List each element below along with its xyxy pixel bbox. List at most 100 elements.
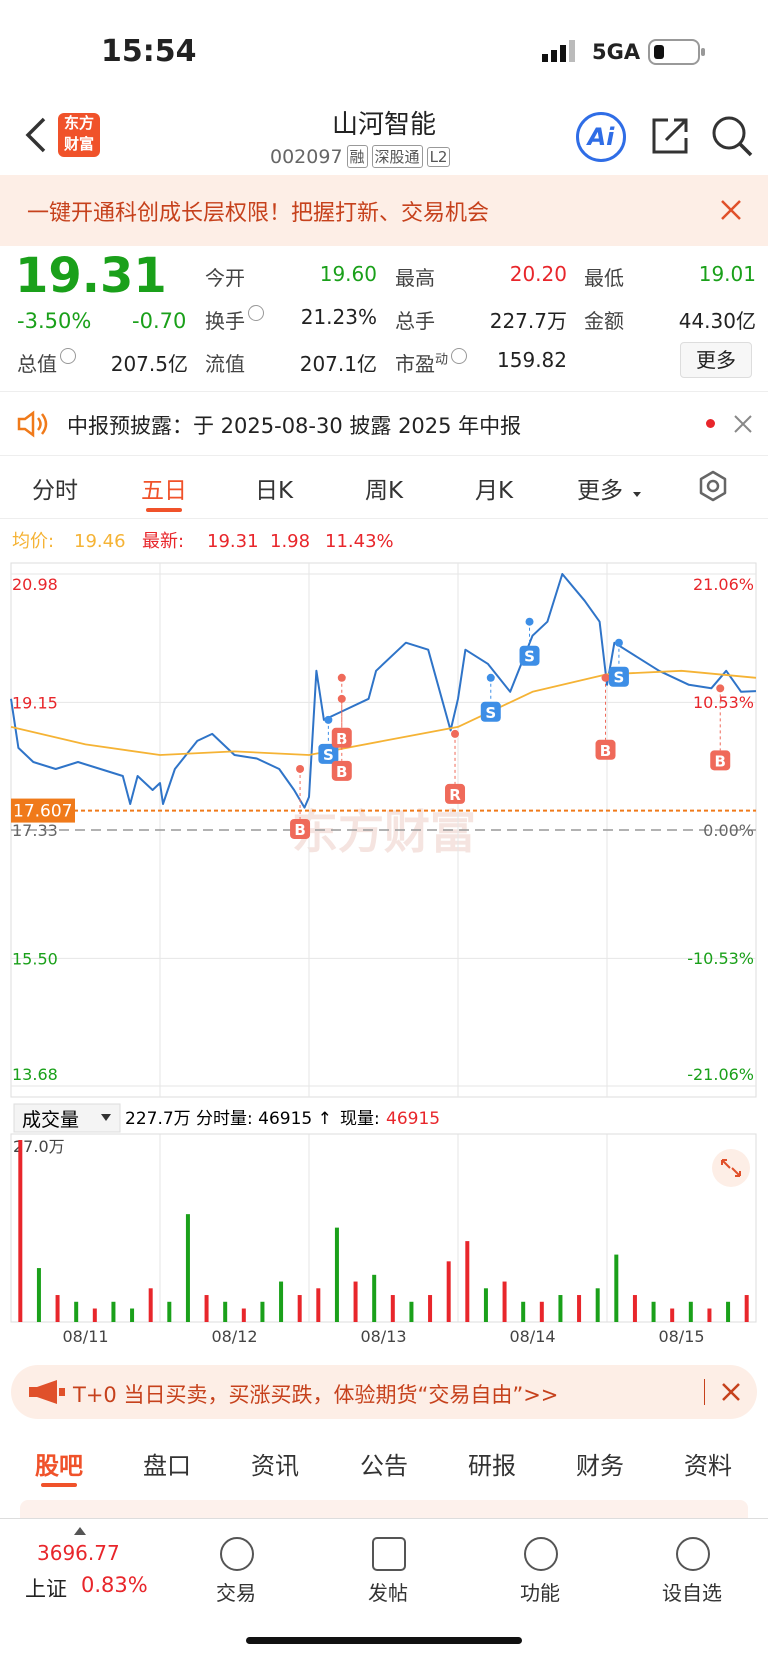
volume-selector[interactable] <box>13 1103 121 1133</box>
banner[interactable]: 一键开通科创成长层权限！把握打新、交易机会 <box>0 175 768 246</box>
expand-icon <box>721 1159 741 1177</box>
nav-label[interactable]: 发帖 <box>368 1581 408 1605</box>
field-label-text: 最高 <box>395 266 435 290</box>
change: -0.70 <box>132 309 187 333</box>
expand-button[interactable] <box>712 1149 750 1187</box>
nav-icon[interactable] <box>372 1537 406 1571</box>
ai-button[interactable]: Ai <box>576 112 626 162</box>
nav-icon[interactable] <box>524 1537 558 1571</box>
volume-bar <box>390 1295 395 1322</box>
nav-label[interactable]: 交易 <box>216 1581 256 1605</box>
volume-now-label: 现量: <box>340 1109 380 1129</box>
marker-badge <box>710 750 731 771</box>
marker-dot <box>324 715 333 724</box>
field-value: 159.82 <box>497 348 567 372</box>
search-button[interactable] <box>710 114 754 158</box>
volume-bar <box>688 1301 693 1322</box>
field-label: 今开 <box>205 262 245 291</box>
info-icon[interactable] <box>248 305 264 321</box>
info-icon[interactable] <box>60 348 76 364</box>
average-line <box>10 669 757 756</box>
nav-icon[interactable] <box>676 1537 710 1571</box>
megaphone-icon <box>29 1380 65 1404</box>
volume-selector-caret <box>101 1114 111 1121</box>
nav-icon[interactable] <box>220 1537 254 1571</box>
summary-change: 1.98 <box>270 531 310 552</box>
volume-bar <box>36 1268 41 1322</box>
field-label: 总手 <box>395 305 435 334</box>
marker-dot <box>337 673 346 682</box>
period-tab[interactable]: 五日 <box>141 478 187 504</box>
signal-icon <box>542 40 575 62</box>
notice-bar[interactable]: 中报预披露：于 2025-08-30 披露 2025 年中报 <box>0 392 768 455</box>
field-label-text: 今开 <box>205 266 245 290</box>
marker-badge <box>519 645 540 666</box>
field-label: 换手 <box>205 305 264 334</box>
more-button[interactable]: 更多 <box>680 342 752 378</box>
y-tick-label: 15.50 <box>12 949 58 968</box>
close-notice[interactable] <box>734 415 752 433</box>
speaker-icon <box>17 410 48 438</box>
stock-name: 山河智能 <box>331 110 436 140</box>
last-price: 19.31 <box>15 248 167 304</box>
period-tab[interactable]: 分时 <box>32 478 78 504</box>
quote-panel: 19.31 -3.50% -0.70 更多 今开 19.60 最高 20.20 最低 19… <box>0 246 768 391</box>
volume-tick-label: 27.0万 <box>13 1137 65 1156</box>
volume-now: 46915 <box>386 1109 440 1129</box>
volume-bar <box>670 1308 675 1322</box>
volume-bar <box>465 1241 470 1322</box>
volume-bar <box>651 1301 656 1322</box>
up-arrow <box>74 1527 86 1535</box>
content-tab[interactable]: 研报 <box>468 1452 516 1480</box>
period-tab[interactable]: 更多 <box>577 478 623 504</box>
content-tab[interactable]: 股吧 <box>35 1452 83 1480</box>
status-time: 15:54 <box>101 34 197 69</box>
volume-bar <box>55 1295 60 1322</box>
stock-code-row: 002097 融深股通 L2 <box>270 145 451 168</box>
marker-badge <box>318 743 339 764</box>
field-value: 21.23% <box>300 305 377 329</box>
period-tab[interactable]: 月K <box>474 478 514 504</box>
index-name: 上证 <box>25 1577 67 1601</box>
back-button[interactable] <box>22 115 52 155</box>
marker-badge <box>595 739 616 760</box>
share-button[interactable] <box>650 116 690 156</box>
marker-dot <box>614 638 623 647</box>
notice-text: 中报预披露：于 2025-08-30 披露 2025 年中报 <box>67 414 522 438</box>
field-label-text: 总手 <box>395 309 435 333</box>
close-banner[interactable] <box>720 199 742 221</box>
close-promo[interactable] <box>722 1383 740 1401</box>
summary-change-pct: 11.43% <box>325 531 394 552</box>
content-tab[interactable]: 资讯 <box>251 1452 299 1480</box>
marker-label: B <box>715 752 726 770</box>
promo-bar[interactable]: T+0 当日买卖，买涨买跌，体验期货“交易自由”>> <box>11 1365 757 1419</box>
period-tab[interactable]: 周K <box>364 478 404 504</box>
content-tab[interactable]: 盘口 <box>143 1452 191 1480</box>
stock-tag: 深股通 <box>371 145 423 168</box>
y-tick-label: 20.98 <box>12 575 58 594</box>
period-tab[interactable]: 日K <box>254 478 294 504</box>
marker-dot <box>716 684 725 693</box>
x-tick-label: 08/12 <box>211 1327 257 1346</box>
volume-bar <box>707 1308 712 1322</box>
y-tick-label: 19.15 <box>12 693 58 712</box>
volume-bar <box>223 1301 228 1322</box>
field-value: 44.30亿 <box>678 309 756 333</box>
app-logo[interactable]: 东方 财富 <box>58 113 100 157</box>
marker-badge <box>445 783 466 804</box>
content-tab[interactable]: 资料 <box>684 1452 732 1480</box>
volume-bar <box>614 1254 619 1322</box>
content-tab[interactable]: 公告 <box>360 1452 408 1480</box>
marker-label: S <box>524 648 535 666</box>
volume-bar <box>502 1281 507 1322</box>
settings-button[interactable] <box>697 470 729 502</box>
info-icon[interactable] <box>451 348 468 364</box>
volume-bar <box>595 1288 600 1322</box>
nav-label[interactable]: 设自选 <box>662 1581 722 1605</box>
volume-bar <box>167 1301 172 1322</box>
field-label-text: 市盈 <box>395 352 435 376</box>
volume-bar <box>744 1295 749 1322</box>
content-tab[interactable]: 财务 <box>576 1452 624 1480</box>
nav-label[interactable]: 功能 <box>520 1581 560 1605</box>
marker-label: S <box>614 669 625 687</box>
